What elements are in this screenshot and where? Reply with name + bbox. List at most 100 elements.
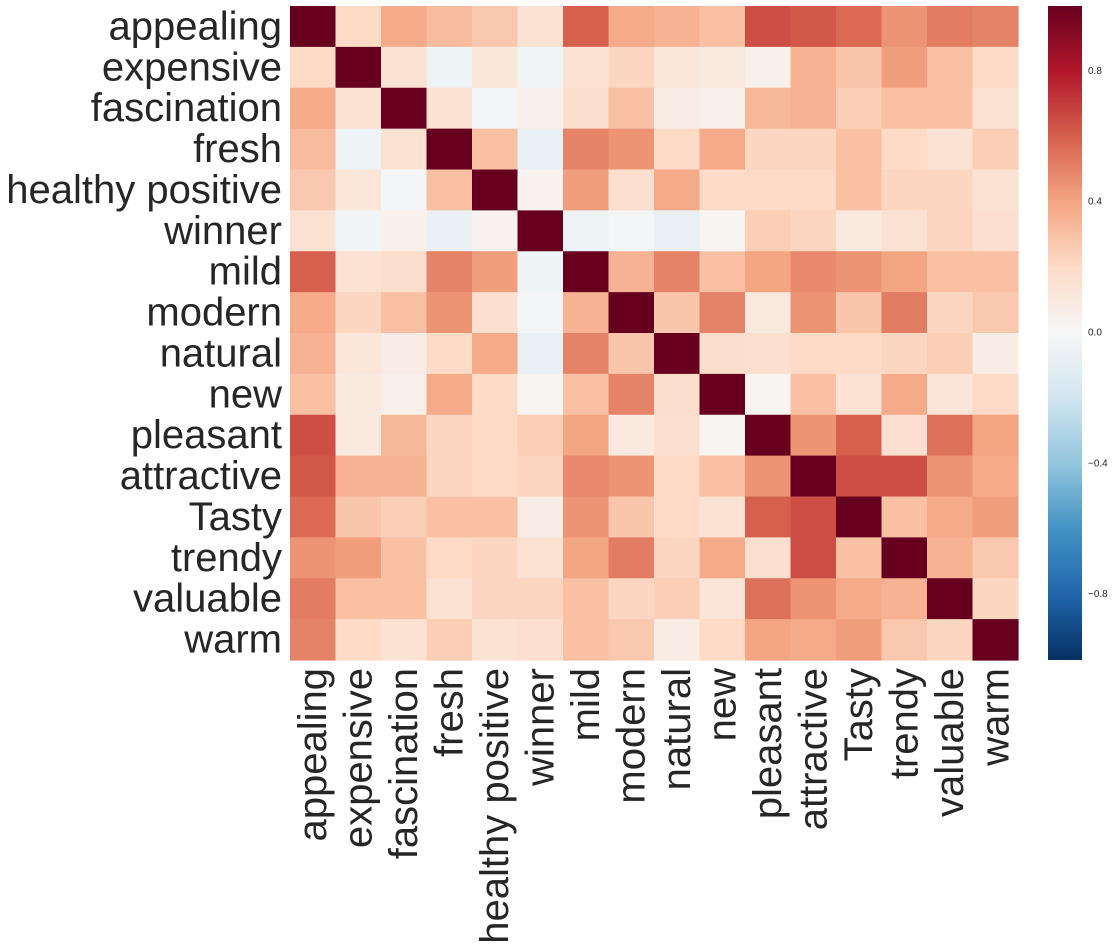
heatmap-cell (745, 578, 792, 620)
heatmap-cell (608, 292, 655, 334)
heatmap-cell (699, 46, 746, 89)
heatmap-cell (745, 496, 792, 538)
heatmap-cell (745, 46, 792, 89)
heatmap-cell (927, 455, 974, 498)
heatmap-cell (836, 46, 883, 89)
heatmap-cell (563, 6, 610, 48)
heatmap-cell (972, 251, 1019, 293)
heatmap-cell (608, 169, 655, 211)
heatmap-cell (790, 210, 837, 252)
heatmap-cell (381, 455, 428, 498)
row-labels: appealingexpensivefascinationfreshhealth… (6, 4, 282, 661)
heatmap-cell (927, 537, 974, 579)
heatmap-cell (472, 292, 519, 334)
heatmap-cell (654, 87, 701, 130)
heatmap-cell (472, 414, 519, 457)
heatmap-cell (517, 87, 564, 130)
heatmap-cell (927, 292, 974, 334)
heatmap-cell (517, 128, 564, 171)
heatmap-cell (517, 578, 564, 620)
row-label: healthy positive (6, 168, 282, 212)
heatmap-cell (972, 292, 1019, 334)
row-label: attractive (120, 454, 282, 498)
heatmap-cell (517, 414, 564, 457)
heatmap-cell (745, 455, 792, 498)
heatmap-cell (927, 128, 974, 171)
heatmap-cell (381, 578, 428, 620)
heatmap-cell (608, 578, 655, 620)
heatmap-cell (790, 46, 837, 89)
heatmap-cell (426, 251, 473, 293)
heatmap-cell (290, 128, 337, 171)
row-label: modern (146, 291, 282, 335)
heatmap-cell (745, 128, 792, 171)
heatmap-cell (881, 169, 928, 211)
heatmap-cell (790, 87, 837, 130)
heatmap-cell (654, 619, 701, 661)
heatmap-cell (335, 578, 382, 620)
heatmap-cell (608, 496, 655, 538)
heatmap-cell (563, 537, 610, 579)
heatmap-cell (335, 292, 382, 334)
heatmap-cell (972, 333, 1019, 375)
heatmap-cell (972, 128, 1019, 171)
colorbar-tick-label: −0.8 (1088, 589, 1108, 600)
heatmap-cell (517, 46, 564, 89)
heatmap-cell (790, 292, 837, 334)
heatmap-cell (381, 537, 428, 579)
row-label: expensive (102, 45, 282, 89)
heatmap-cell (745, 333, 792, 375)
heatmap-cell (927, 6, 974, 48)
row-label: fresh (193, 127, 282, 171)
heatmap-cell (563, 373, 610, 416)
heatmap-cell (745, 251, 792, 293)
heatmap-cell (335, 87, 382, 130)
heatmap-cell (517, 373, 564, 416)
heatmap-cell (381, 414, 428, 457)
heatmap-cell (335, 537, 382, 579)
heatmap-cell (608, 87, 655, 130)
heatmap-cell (472, 333, 519, 375)
heatmap-cell (381, 333, 428, 375)
heatmap-cell (472, 128, 519, 171)
heatmap-cell (381, 292, 428, 334)
heatmap-cell (426, 619, 473, 661)
heatmap-cell (881, 537, 928, 579)
heatmap-cell (563, 619, 610, 661)
heatmap-cell (517, 619, 564, 661)
column-label: expensive (336, 668, 380, 848)
heatmap-cell (699, 537, 746, 579)
heatmap-cell (699, 87, 746, 130)
heatmap-cell (881, 333, 928, 375)
column-label: appealing (291, 668, 335, 842)
heatmap-cell (972, 619, 1019, 661)
row-label: new (209, 372, 282, 416)
heatmap-cell (972, 455, 1019, 498)
heatmap-cell (472, 251, 519, 293)
heatmap-cell (290, 537, 337, 579)
heatmap-cell (517, 455, 564, 498)
heatmap-cell (745, 373, 792, 416)
heatmap-cell (745, 6, 792, 48)
heatmap-cell (654, 292, 701, 334)
heatmap-cell (517, 333, 564, 375)
heatmap-cell (517, 169, 564, 211)
row-label: mild (209, 250, 282, 294)
heatmap-cell (972, 414, 1019, 457)
heatmap-cell (927, 578, 974, 620)
heatmap-cell (654, 537, 701, 579)
heatmap-cell (881, 87, 928, 130)
row-label: appealing (109, 4, 283, 48)
heatmap-cell (563, 87, 610, 130)
heatmap-cell (290, 169, 337, 211)
heatmap-cell (790, 169, 837, 211)
heatmap-cell (790, 333, 837, 375)
heatmap-cell (699, 169, 746, 211)
column-label: new (700, 668, 744, 741)
heatmap-cell (426, 455, 473, 498)
heatmap-cell (699, 619, 746, 661)
column-label: trendy (882, 668, 926, 779)
heatmap-cell (472, 578, 519, 620)
heatmap-cell (472, 455, 519, 498)
